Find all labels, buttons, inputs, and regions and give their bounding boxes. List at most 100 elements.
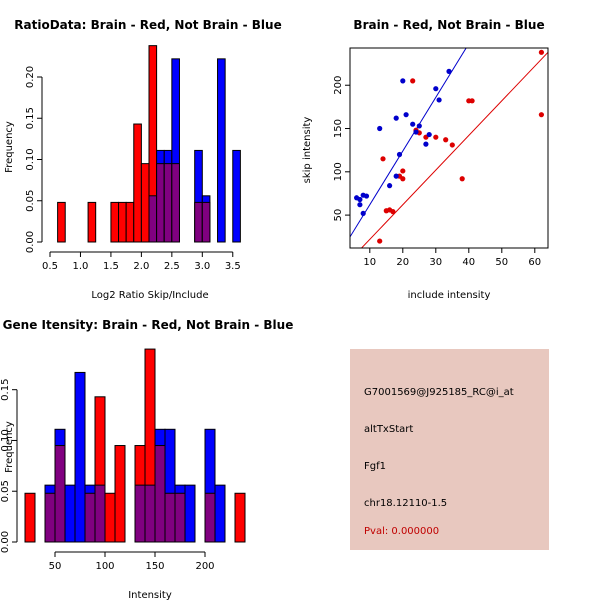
scatter-point-not-brain <box>446 68 452 74</box>
scatter-point-brain <box>400 176 406 182</box>
intensity-bar-overlap <box>54 445 66 543</box>
intensity-x-tick-label: 150 <box>145 561 164 572</box>
scatter-point-not-brain <box>357 196 363 203</box>
ratio-bar-overlap <box>156 163 165 243</box>
gene-name-text: Fgf1 <box>364 461 386 472</box>
intensity-bar-overlap <box>204 492 216 543</box>
ratio-bar-overlap <box>201 201 211 243</box>
intensity-bar-overlap <box>94 484 106 543</box>
scatter-point-brain <box>459 176 465 182</box>
intensity-bar-brain <box>24 492 36 543</box>
probe-id-text: G7001569@J925185_RC@i_at <box>364 387 514 398</box>
intensity-bar-brain <box>104 492 116 543</box>
ratio-y-tick-label: 0.10 <box>25 148 36 170</box>
scatter-x-tick-label: 40 <box>462 257 475 268</box>
scatter-xlabel: include intensity <box>408 290 491 301</box>
ratio-x-tick-label: 0.5 <box>42 261 58 272</box>
intensity-bar-not-brain <box>64 484 76 543</box>
ratio-x-tick-label: 3.0 <box>194 261 210 272</box>
ratio-bar-brain <box>110 201 120 243</box>
scatter-point-not-brain <box>396 151 403 158</box>
scatter-point-brain <box>390 209 396 215</box>
scatter-point-brain <box>443 137 449 143</box>
intensity-bar-brain <box>234 492 246 543</box>
intensity-bar-overlap <box>144 484 156 543</box>
scatter-point-brain <box>538 49 545 55</box>
pval-text: Pval: 0.000000 <box>364 526 440 537</box>
scatter-point-not-brain <box>360 210 366 216</box>
intensity-bar-brain <box>114 445 126 543</box>
scatter-fit-line-brain <box>360 51 548 248</box>
intensity-bar-overlap <box>134 484 146 543</box>
scatter-fit-line-not-brain <box>350 48 467 238</box>
scatter-point-brain <box>538 112 545 118</box>
scatter-y-tick-label: 50 <box>333 209 344 222</box>
scatter-x-tick-label: 50 <box>495 257 508 268</box>
event-type-text: altTxStart <box>364 424 414 435</box>
intensity-bar-not-brain <box>74 371 86 543</box>
ratio-bar-overlap <box>194 201 203 243</box>
ratio-bar-brain <box>125 201 135 243</box>
scatter-x-tick-label: 20 <box>396 257 409 268</box>
intensity-bar-overlap <box>164 492 176 543</box>
ratio-bar-brain <box>133 123 142 243</box>
intensity-histogram-panel: Gene Itensity: Brain - Red, Not Brain - … <box>0 318 293 600</box>
scatter-point-not-brain <box>393 173 399 179</box>
ratio-histogram-panel: RatioData: Brain - Red, Not Brain - Blue… <box>4 18 282 301</box>
scatter-point-not-brain <box>357 202 363 208</box>
scatter-point-not-brain <box>363 193 370 199</box>
scatter-x-tick-label: 60 <box>528 257 541 268</box>
ratio-bar-brain <box>118 201 127 243</box>
ratio-y-tick-label: 0.20 <box>25 66 36 88</box>
intensity-bar-overlap <box>154 445 166 543</box>
scatter-point-brain <box>433 134 439 140</box>
ratio-y-tick-label: 0.00 <box>25 231 36 253</box>
intensity-y-tick-label: 0.00 <box>0 531 11 553</box>
scatter-panel: Brain - Red, Not Brain - Blue include in… <box>302 18 549 301</box>
scatter-point-brain <box>377 238 383 244</box>
intensity-bar-overlap <box>174 492 186 543</box>
ratio-histogram-xlabel: Log2 Ratio Skip/Include <box>91 290 208 301</box>
scatter-point-brain <box>410 78 416 84</box>
ratio-x-tick-label: 1.5 <box>103 261 119 272</box>
scatter-point-not-brain <box>436 97 442 103</box>
intensity-histogram-title: Gene Itensity: Brain - Red, Not Brain - … <box>3 318 294 332</box>
scatter-point-brain <box>469 98 475 104</box>
scatter-plot-frame <box>349 47 549 249</box>
ratio-bar-brain <box>140 163 150 243</box>
scatter-point-brain <box>400 168 406 174</box>
ratio-bar-not-brain <box>217 58 226 243</box>
scatter-point-not-brain <box>433 86 439 92</box>
ratio-y-tick-label: 0.15 <box>25 107 36 129</box>
scatter-y-tick-label: 150 <box>333 119 344 138</box>
scatter-point-not-brain <box>377 125 383 132</box>
intensity-x-tick-label: 50 <box>49 561 62 572</box>
ratio-bar-overlap <box>171 163 180 243</box>
ratio-bar-brain <box>87 201 97 243</box>
scatter-point-not-brain <box>403 112 409 118</box>
scatter-y-tick-label: 100 <box>333 162 344 181</box>
scatter-x-tick-label: 10 <box>363 257 376 268</box>
scatter-point-not-brain <box>423 141 429 147</box>
intensity-y-tick-label: 0.05 <box>0 480 11 502</box>
scatter-point-not-brain <box>413 129 419 135</box>
intensity-x-tick-label: 200 <box>195 561 214 572</box>
ratio-y-tick-label: 0.05 <box>25 190 36 212</box>
intensity-y-tick-label: 0.10 <box>0 429 11 451</box>
intensity-bar-not-brain <box>214 484 226 543</box>
scatter-x-tick-label: 30 <box>429 257 442 268</box>
intensity-bar-overlap <box>44 492 56 543</box>
scatter-point-not-brain <box>416 123 422 129</box>
scatter-point-not-brain <box>387 183 393 189</box>
scatter-point-not-brain <box>426 131 432 138</box>
scatter-point-brain <box>380 156 386 162</box>
ratio-x-tick-label: 2.0 <box>133 261 149 272</box>
ratio-x-tick-label: 1.0 <box>73 261 89 272</box>
info-panel: G7001569@J925185_RC@i_at altTxStart Fgf1… <box>350 349 549 550</box>
intensity-histogram-xlabel: Intensity <box>128 590 172 600</box>
ratio-bar-overlap <box>163 163 173 243</box>
ratio-bar-overlap <box>148 195 158 243</box>
scatter-y-tick-label: 200 <box>333 76 344 95</box>
